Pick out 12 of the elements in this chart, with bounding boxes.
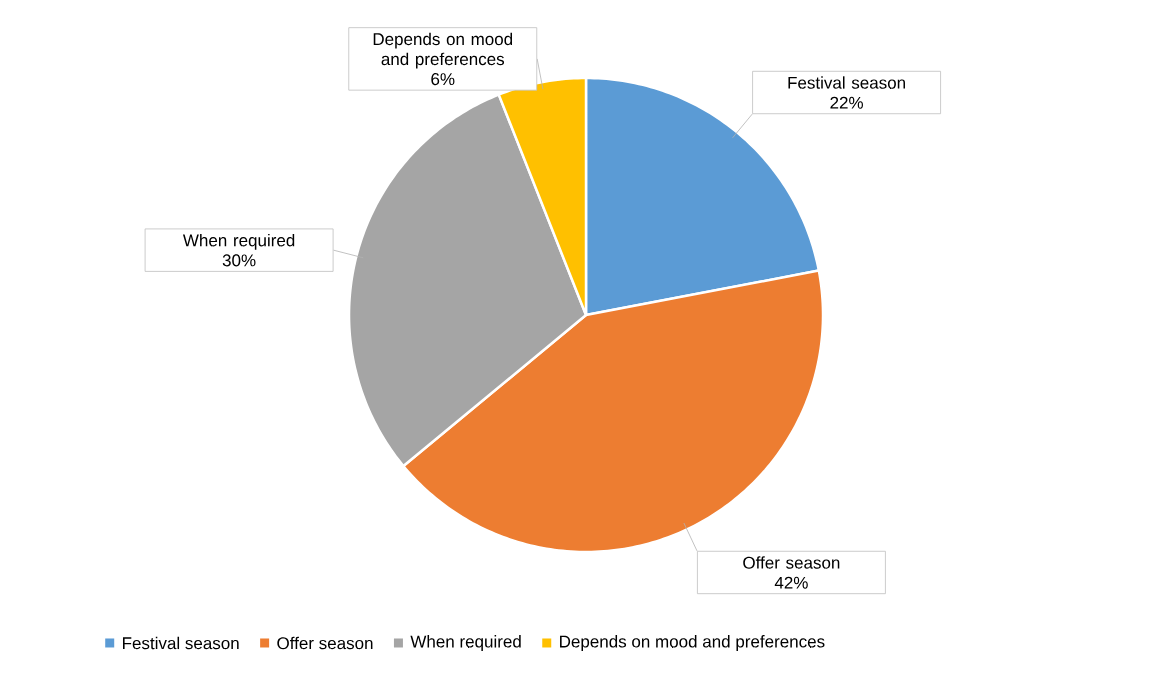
data-label: 22% [830, 96, 863, 109]
data-label: 30% [222, 254, 256, 267]
legend-label: Offer season [277, 636, 373, 650]
slice-label: Offer season [743, 556, 840, 569]
legend-label: Depends on mood and preferences [560, 635, 825, 651]
data-label: 42% [774, 576, 808, 589]
legend-label: Festival season [123, 636, 239, 650]
slice-label: When required [182, 233, 295, 250]
legend-label: When required [410, 635, 521, 651]
slice-label: Festival season [788, 76, 905, 89]
slice-label: Depends on mood and preferences [373, 32, 513, 69]
data-label: 6% [431, 73, 455, 86]
